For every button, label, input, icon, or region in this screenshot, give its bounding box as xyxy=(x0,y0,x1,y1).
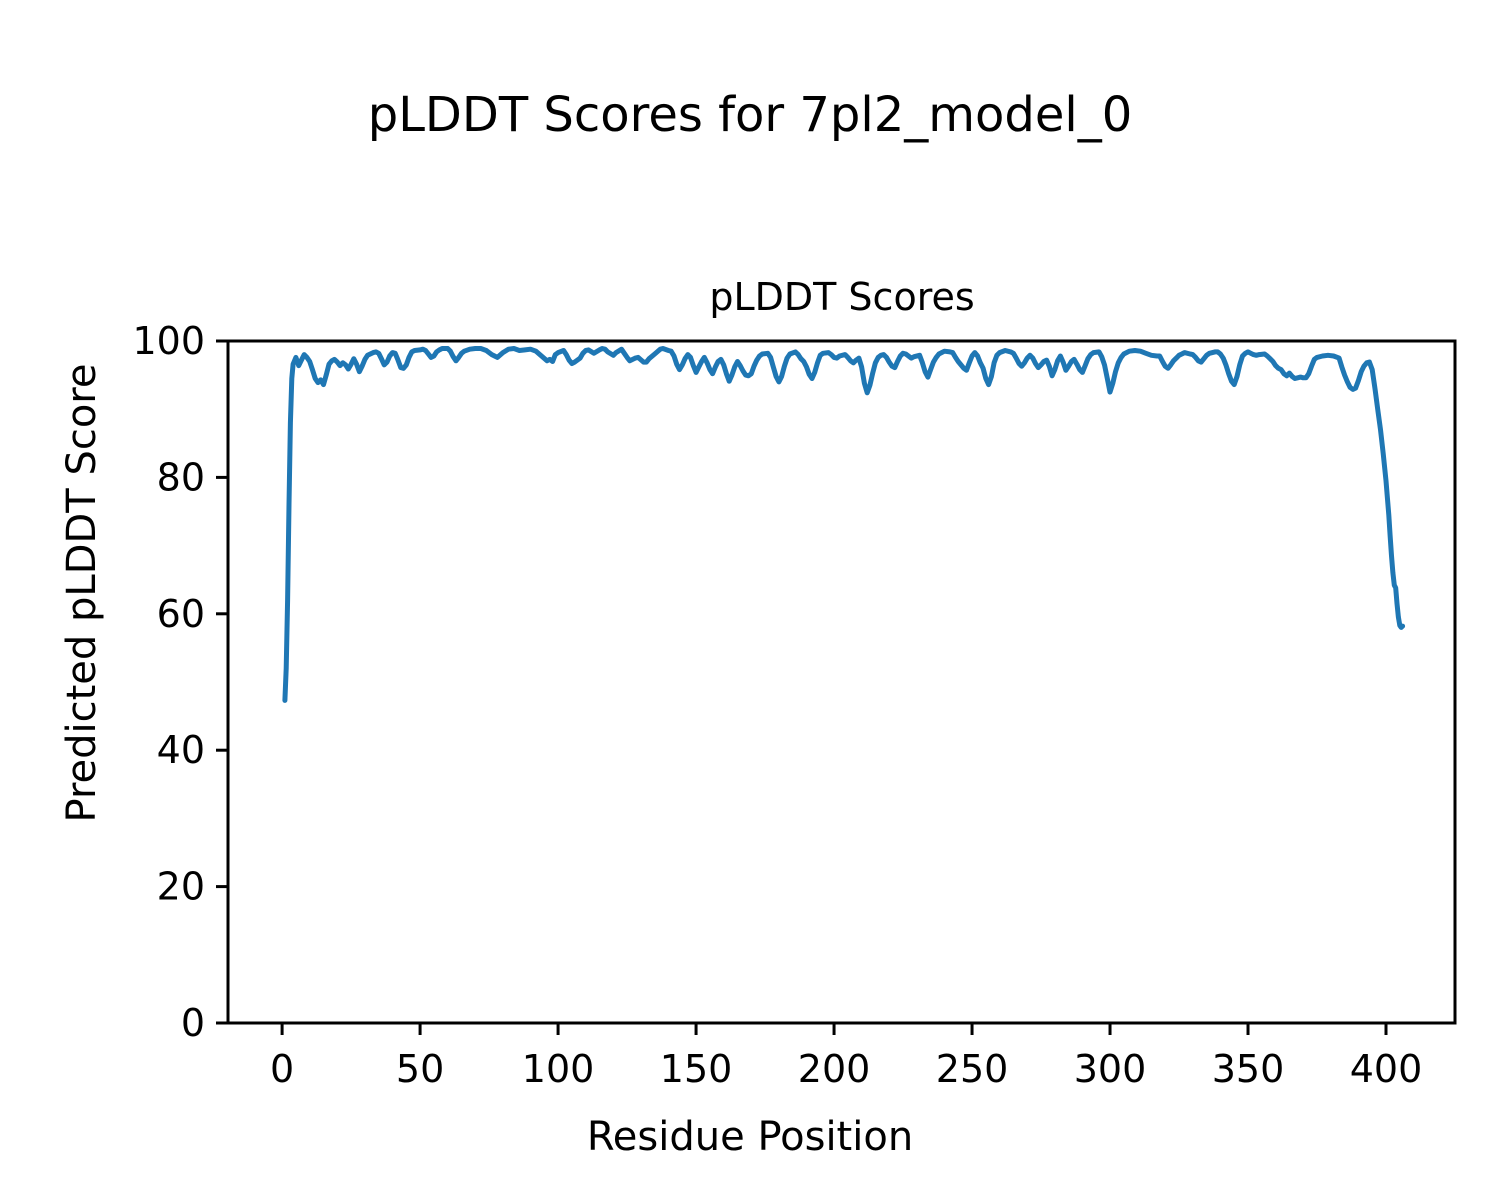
y-tick-label: 100 xyxy=(132,319,205,363)
x-tick-label: 300 xyxy=(1074,1047,1147,1091)
x-tick-label: 350 xyxy=(1212,1047,1285,1091)
x-tick-label: 0 xyxy=(270,1047,294,1091)
x-tick-label: 200 xyxy=(798,1047,871,1091)
axis-ticks: 0 50 100 150 200 250 300 350 400 0 20 40 60 80 100 xyxy=(132,319,1422,1091)
x-tick-label: 150 xyxy=(660,1047,733,1091)
y-tick-label: 20 xyxy=(157,865,205,909)
plddt-line xyxy=(282,346,1406,703)
x-tick-label: 400 xyxy=(1350,1047,1423,1091)
x-tick-label: 250 xyxy=(936,1047,1009,1091)
y-tick-label: 0 xyxy=(181,1001,205,1045)
axes-frame xyxy=(226,339,1457,1025)
x-axis-label: Residue Position xyxy=(587,1114,913,1160)
plot-series xyxy=(282,346,1406,703)
x-tick-label: 50 xyxy=(396,1047,444,1091)
x-tick-label: 100 xyxy=(522,1047,595,1091)
axes-title: pLDDT Scores xyxy=(709,275,974,319)
figure-suptitle: pLDDT Scores for 7pl2_model_0 xyxy=(368,87,1133,143)
y-axis-label: Predicted pLDDT Score xyxy=(59,364,105,823)
y-tick-label: 60 xyxy=(157,592,205,636)
y-tick-label: 40 xyxy=(157,728,205,772)
y-tick-label: 80 xyxy=(157,455,205,499)
